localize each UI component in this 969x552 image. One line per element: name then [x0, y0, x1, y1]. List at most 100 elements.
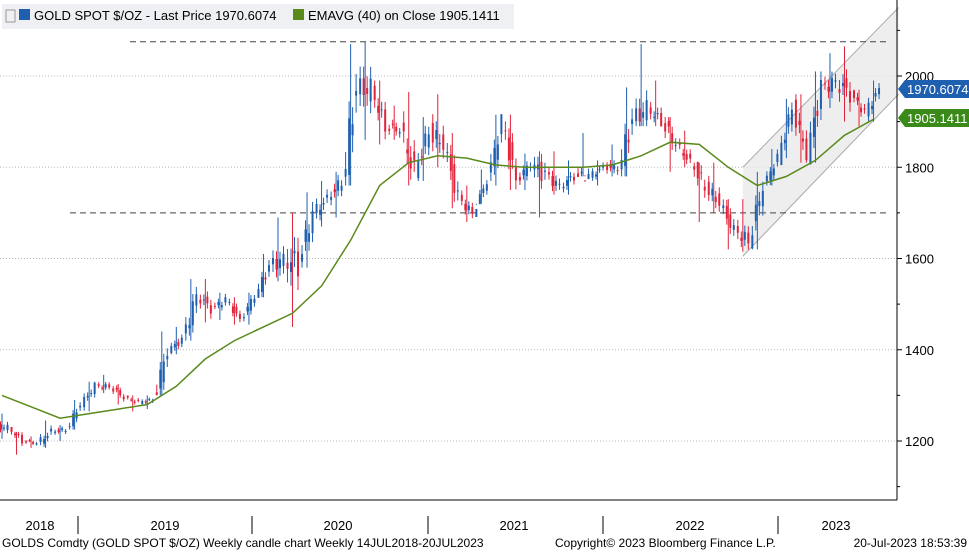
candle-body: [155, 392, 158, 396]
candle-body: [442, 134, 445, 150]
candle-body: [845, 78, 848, 88]
candle-body: [209, 305, 212, 314]
candle-body: [6, 424, 9, 431]
candle-body: [362, 78, 365, 95]
y-tick-label: 1800: [905, 160, 934, 175]
candle-body: [464, 203, 467, 211]
candle-body: [787, 114, 790, 127]
candle-body: [816, 110, 819, 116]
candle-body: [667, 120, 670, 127]
candle-body: [130, 399, 133, 401]
candle-body: [867, 102, 870, 117]
candle-body: [39, 437, 42, 442]
candle-body: [848, 91, 851, 103]
candle-body: [638, 108, 641, 122]
candle-body: [162, 361, 165, 383]
legend-label-price: GOLD SPOT $/OZ - Last Price 1970.6074: [34, 8, 277, 23]
candle-body: [627, 139, 630, 143]
candle-body: [790, 109, 793, 125]
candle-body: [871, 105, 874, 110]
candle-body: [682, 153, 685, 156]
candle-body: [173, 343, 176, 348]
candle-body: [718, 193, 721, 206]
trend-channel-lower: [742, 93, 899, 257]
candle-body: [577, 173, 580, 177]
candle-body: [260, 277, 263, 293]
candle-body: [315, 203, 318, 214]
candle-body: [93, 382, 96, 394]
candle-body: [489, 162, 492, 173]
candle-body: [438, 142, 441, 145]
candle-body: [133, 401, 136, 403]
candle-body: [780, 142, 783, 166]
candle-body: [671, 133, 674, 144]
candle-body: [584, 180, 587, 182]
candle-body: [620, 159, 623, 170]
candle-body: [119, 390, 122, 396]
candle-body: [90, 393, 93, 395]
last-price-badge-text: 1970.6074: [907, 82, 968, 97]
candle-body: [511, 142, 514, 160]
y-tick-label: 1200: [905, 434, 934, 449]
y-tick-label: 1400: [905, 343, 934, 358]
legend-handle-icon[interactable]: [5, 9, 16, 23]
candle-body: [290, 262, 293, 273]
candle-body: [678, 142, 681, 145]
candle-body: [0, 424, 2, 430]
candle-body: [122, 396, 125, 400]
x-tick-label: 2019: [151, 518, 180, 533]
candle-body: [340, 185, 343, 191]
candle-body: [830, 78, 833, 92]
candle-body: [725, 205, 728, 219]
ema-badge: 1905.1411: [898, 109, 969, 127]
ema-line: [1, 118, 874, 419]
candle-body: [798, 120, 801, 126]
candle-body: [159, 369, 162, 389]
candle-body: [446, 152, 449, 154]
candle-body: [101, 387, 104, 389]
candle-body: [453, 164, 456, 193]
candle-body: [61, 428, 64, 431]
candle-body: [642, 112, 645, 118]
legend: GOLD SPOT $/OZ - Last Price 1970.6074 EM…: [2, 4, 514, 29]
candle-body: [471, 207, 474, 214]
candle-body: [551, 175, 554, 186]
candle-body: [562, 186, 565, 189]
ema-path: [1, 118, 874, 419]
candle-body: [235, 306, 238, 314]
candle-body: [355, 91, 358, 96]
candle-body: [420, 156, 423, 158]
candle-body: [649, 107, 652, 114]
candle-body: [860, 107, 863, 113]
candle-body: [322, 203, 325, 205]
candle-body: [79, 405, 82, 408]
candle-body: [685, 154, 688, 160]
candle-body: [838, 89, 841, 93]
candle-body: [573, 176, 576, 181]
candle-body: [674, 144, 677, 146]
candle-body: [427, 134, 430, 148]
candle-body: [761, 190, 764, 207]
candle-body: [86, 395, 89, 398]
candle-body: [874, 92, 877, 97]
candle-body: [28, 440, 31, 442]
candle-body: [653, 116, 656, 118]
candle-body: [126, 395, 129, 398]
candle-body: [72, 413, 75, 427]
candle-body: [417, 160, 420, 179]
candle-body: [504, 130, 507, 132]
candle-body: [57, 429, 60, 432]
candle-body: [301, 254, 304, 262]
candle-body: [693, 166, 696, 170]
candle-body: [772, 168, 775, 176]
candle-body: [25, 441, 28, 443]
x-tick-label: 2020: [324, 518, 353, 533]
candle-body: [246, 306, 249, 312]
candle-body: [645, 100, 648, 121]
candle-body: [184, 324, 187, 334]
candle-body: [518, 176, 521, 181]
candle-body: [449, 154, 452, 171]
candle-body: [500, 114, 503, 135]
candle-body: [10, 426, 13, 432]
